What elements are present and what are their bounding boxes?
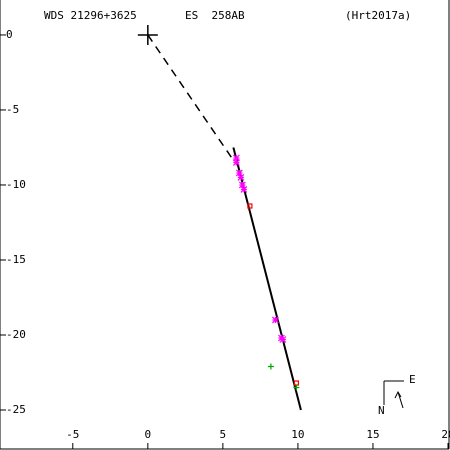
measurement-point	[293, 384, 300, 391]
y-tick-label: -15	[6, 253, 26, 266]
measurement-point	[293, 380, 300, 386]
y-tick-label: -25	[6, 403, 26, 416]
primary-marker	[137, 24, 158, 45]
compass-arrow	[394, 390, 402, 399]
x-tick-label: 0	[145, 428, 152, 441]
compass: E N	[378, 373, 416, 417]
orbit-line	[147, 34, 236, 163]
compass-east: E	[409, 373, 416, 386]
measurement-point	[232, 154, 240, 162]
compass-arrow	[397, 391, 404, 409]
y-tick-label: -10	[6, 178, 26, 191]
measurement-point	[232, 159, 240, 166]
reference: (Hrt2017a)	[345, 9, 411, 22]
x-tick-label: 15	[366, 428, 379, 441]
measurement-point	[247, 203, 253, 209]
x-tick-label: 20	[441, 428, 450, 441]
y-tick-label: -5	[6, 103, 19, 116]
measurement-point	[235, 169, 243, 177]
compass-north: N	[378, 404, 385, 417]
orbit-line	[232, 147, 302, 411]
y-tick-label: 0	[6, 28, 13, 41]
measurement-point	[237, 174, 245, 181]
chart-subtitle: ES 258AB	[185, 9, 245, 22]
measurement-point	[238, 181, 246, 189]
chart-title: WDS 21296+3625	[44, 9, 137, 22]
measurement-point	[267, 363, 274, 370]
x-tick-label: 5	[220, 428, 227, 441]
measurement-point	[279, 336, 287, 343]
x-tick-label: -5	[66, 428, 79, 441]
x-tick-label: 10	[291, 428, 304, 441]
measurement-point	[271, 316, 279, 324]
y-tick-label: -20	[6, 328, 26, 341]
measurement-point	[240, 186, 248, 193]
